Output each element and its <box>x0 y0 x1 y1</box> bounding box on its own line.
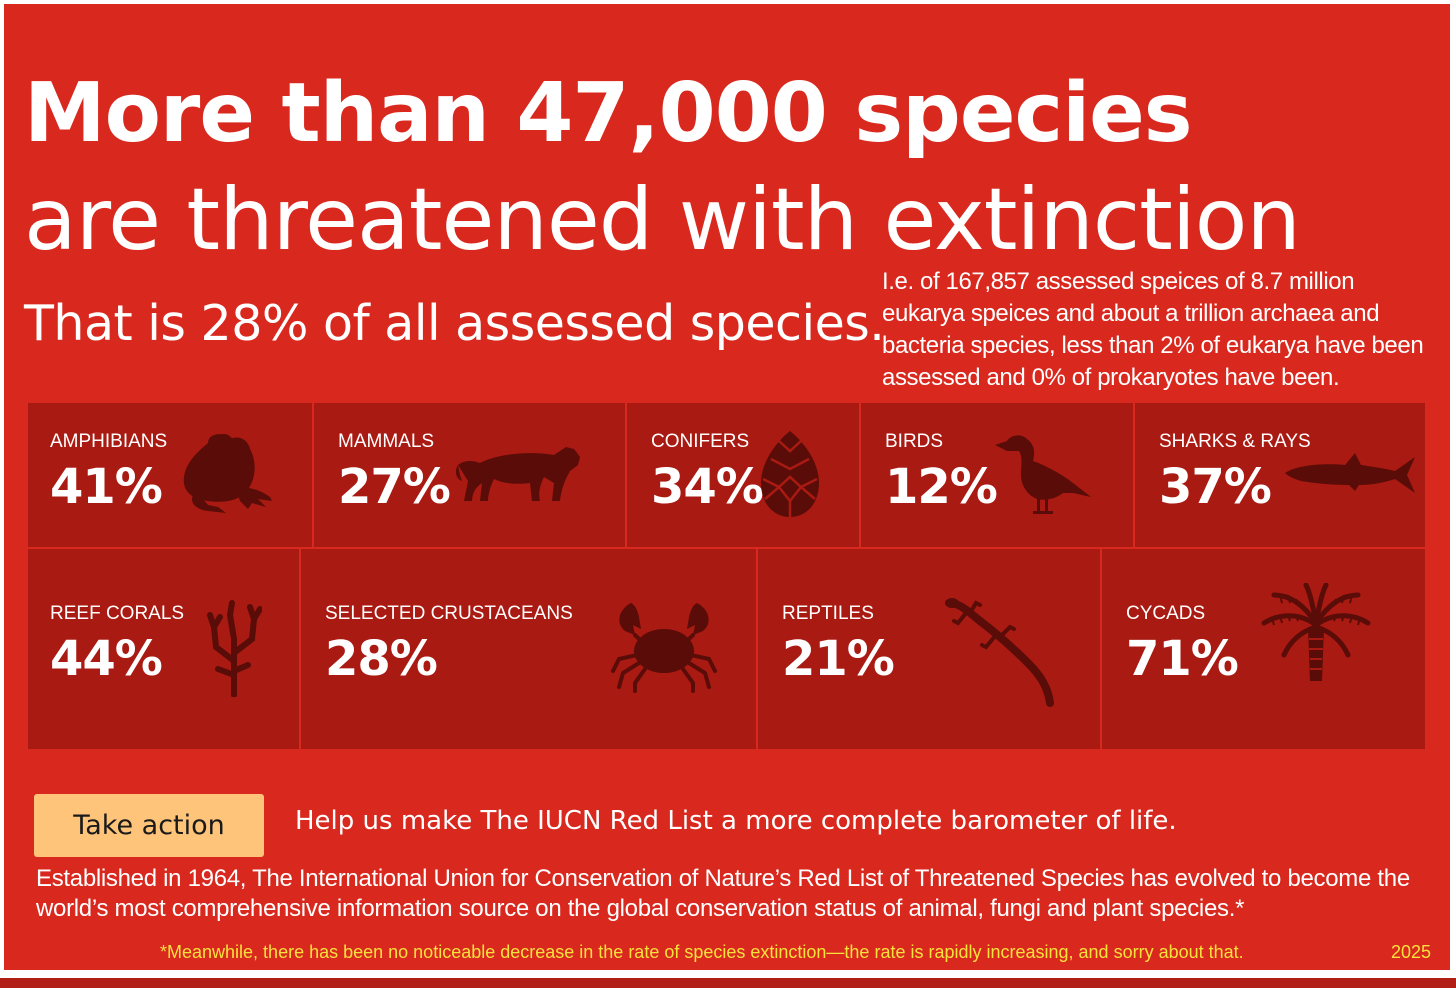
tile-label: REPTILES <box>782 603 874 624</box>
lizard-icon <box>945 598 1054 707</box>
tile-label: SELECTED CRUSTACEANS <box>325 603 573 624</box>
coral-icon <box>207 600 262 697</box>
tile-percent: 34% <box>651 459 764 515</box>
tile-percent: 28% <box>325 631 438 687</box>
bird-icon <box>995 435 1091 514</box>
tile-reef-corals: REEF CORALS 44% <box>28 549 299 749</box>
year-label: 2025 <box>1391 942 1432 962</box>
tile-percent: 71% <box>1126 631 1239 687</box>
tile-label: CONIFERS <box>651 431 750 452</box>
tile-percent: 37% <box>1159 459 1272 515</box>
body-text: Established in 1964, The International U… <box>36 865 1410 922</box>
tile-birds: BIRDS 12% <box>861 403 1133 547</box>
tile-label: CYCADS <box>1126 603 1206 624</box>
shark-icon <box>1285 453 1415 493</box>
footnote: *Meanwhile, there has been no noticeable… <box>160 942 1244 962</box>
tile-amphibians: AMPHIBIANS 41% <box>28 403 312 547</box>
tile-percent: 44% <box>50 631 163 687</box>
tile-percent: 41% <box>50 459 163 515</box>
pine-cone-icon <box>761 431 819 517</box>
tiger-icon <box>455 447 580 501</box>
headline-line-3: That is 28% of all assessed species. <box>24 295 885 352</box>
tile-percent: 12% <box>885 459 998 515</box>
tile-sharks-rays: SHARKS & RAYS 37% <box>1135 403 1425 547</box>
tile-selected-crustaceans: SELECTED CRUSTACEANS 28% <box>301 549 756 749</box>
palm-icon <box>1261 583 1371 681</box>
headline-line-2: are threatened with extinction <box>24 170 1301 270</box>
tile-label: BIRDS <box>885 431 944 452</box>
side-note: I.e. of 167,857 assessed speices of 8.7 … <box>882 268 1424 391</box>
tile-conifers: CONIFERS 34% <box>627 403 859 547</box>
headline-line-1: More than 47,000 species <box>24 66 1193 161</box>
tile-mammals: MAMMALS 27% <box>314 403 625 547</box>
frog-icon <box>183 434 272 513</box>
tile-label: REEF CORALS <box>50 603 185 624</box>
tile-label: AMPHIBIANS <box>50 431 168 452</box>
take-action-button[interactable]: Take action <box>34 794 264 857</box>
bottom-strip <box>0 978 1456 988</box>
cta-text: Help us make The IUCN Red List a more co… <box>295 806 1177 836</box>
crab-icon <box>611 603 717 693</box>
tile-cycads: CYCADS 71% <box>1102 549 1425 749</box>
tile-label: SHARKS & RAYS <box>1159 431 1311 452</box>
tile-label: MAMMALS <box>338 431 435 452</box>
tile-reptiles: REPTILES 21% <box>758 549 1100 749</box>
tile-percent: 21% <box>782 631 895 687</box>
tile-percent: 27% <box>338 459 451 515</box>
